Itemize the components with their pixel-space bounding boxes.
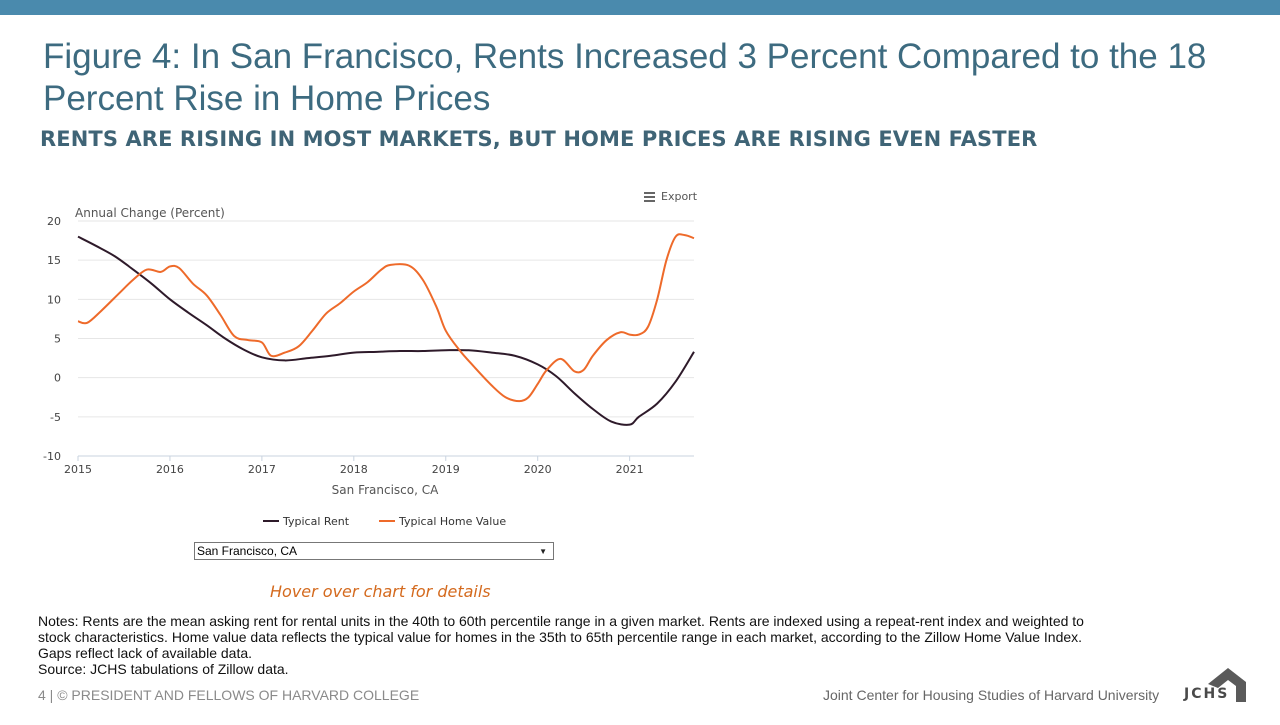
top-accent-bar (0, 0, 1280, 15)
y-tick-label: 20 (47, 215, 61, 228)
series-line-typical-home-value (77, 233, 695, 403)
axis-layer: -10 -5 0 5 10 15 20 2015 2016 2017 2018 2019 2020 202… (43, 206, 694, 497)
x-tick-label: 2015 (64, 463, 92, 476)
y-tick-label: 5 (54, 333, 61, 346)
jchs-logo-text: JCHS (1184, 686, 1230, 702)
legend-label: Typical Rent (282, 515, 350, 528)
notes-line: Gaps reflect lack of available data. (38, 645, 253, 661)
jchs-house-logo-icon (1208, 668, 1246, 702)
x-tick-label: 2017 (248, 463, 276, 476)
series-layer (77, 233, 695, 426)
notes-line: Notes: Rents are the mean asking rent fo… (38, 613, 1084, 629)
y-tick-label: -5 (50, 411, 61, 424)
market-select[interactable]: San Francisco, CA ▼ (194, 542, 554, 560)
export-button[interactable]: Export (644, 190, 697, 203)
y-tick-label: -10 (43, 450, 61, 463)
y-tick-label: 15 (47, 254, 61, 267)
x-tick-label: 2020 (524, 463, 552, 476)
y-tick-label: 10 (47, 293, 61, 306)
x-tick-label: 2018 (340, 463, 368, 476)
notes-line: stock characteristics. Home value data r… (38, 629, 1083, 645)
legend-layer: Typical Rent Typical Home Value (263, 515, 506, 528)
source-line: Source: JCHS tabulations of Zillow data. (38, 661, 289, 677)
market-select-value: San Francisco, CA (197, 544, 298, 558)
legend-label: Typical Home Value (398, 515, 506, 528)
series-line-typical-rent (77, 235, 695, 426)
chevron-down-icon: ▼ (539, 546, 547, 556)
y-axis-title: Annual Change (Percent) (75, 206, 225, 220)
y-tick-label: 0 (54, 372, 61, 385)
grid-layer (78, 220, 694, 457)
notes-block: Notes: Rents are the mean asking rent fo… (38, 613, 1148, 677)
x-tick-label: 2021 (616, 463, 644, 476)
x-tick-label: 2019 (432, 463, 460, 476)
footer-organization: Joint Center for Housing Studies of Harv… (823, 687, 1160, 703)
slide-subtitle: RENTS ARE RISING IN MOST MARKETS, BUT HO… (40, 127, 1038, 151)
hover-instruction: Hover over chart for details (270, 582, 491, 601)
export-label: Export (661, 190, 698, 203)
x-tick-label: 2016 (156, 463, 184, 476)
footer-copyright: 4 | © PRESIDENT AND FELLOWS OF HARVARD C… (38, 687, 420, 703)
x-axis-title: San Francisco, CA (332, 483, 439, 497)
hamburger-menu-icon (644, 192, 655, 202)
slide-title: Figure 4: In San Francisco, Rents Increa… (43, 37, 1207, 118)
